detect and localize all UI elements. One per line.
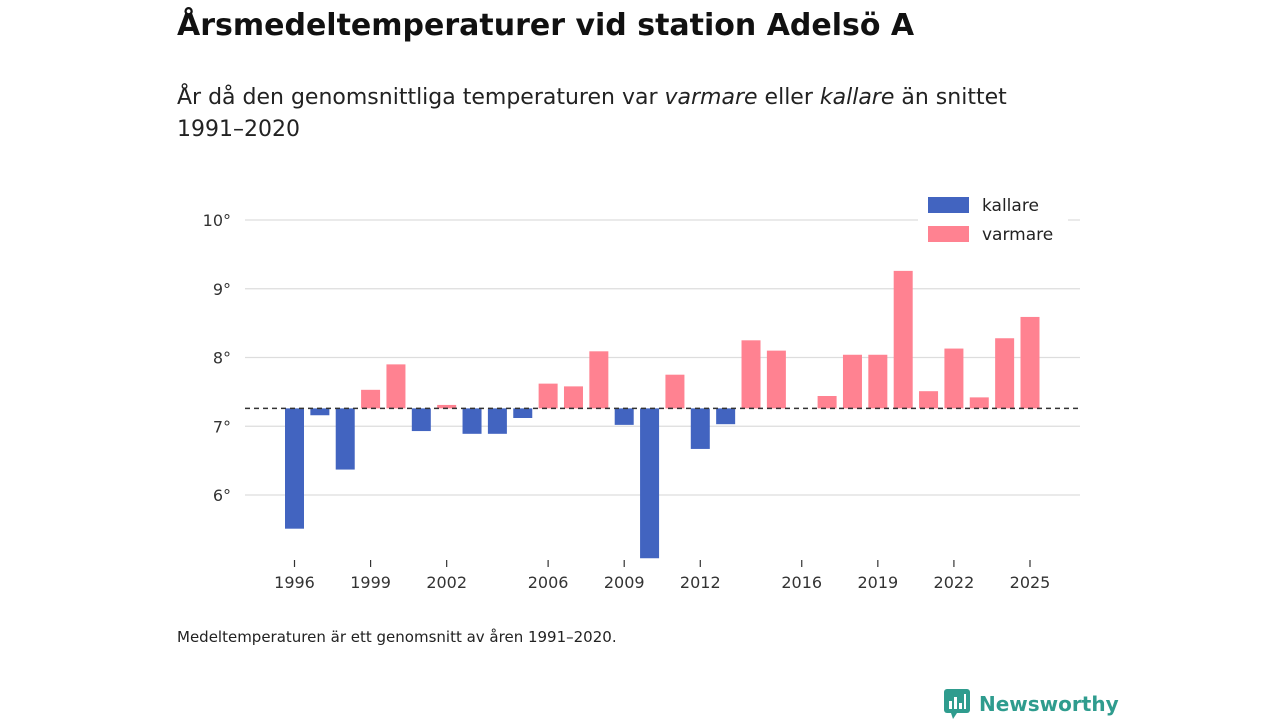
- subtitle-part-3: än snittet 1991–2020: [177, 85, 1007, 142]
- subtitle-emphasis-warmer: varmare: [664, 85, 758, 110]
- subtitle-part-2: eller: [757, 85, 820, 110]
- legend-label-varmare: varmare: [982, 225, 1053, 245]
- bar-2003: [462, 408, 482, 434]
- x-tick-label-2019: 2019: [857, 573, 898, 592]
- chart-title: Årsmedeltemperaturer vid station Adelsö …: [177, 8, 915, 43]
- bar-2014: [741, 340, 761, 409]
- x-tick-label-2002: 2002: [426, 573, 467, 592]
- y-tick-label-8: 8°: [213, 349, 231, 368]
- bar-2002: [437, 404, 457, 409]
- bar-2007: [563, 386, 583, 409]
- y-tick-label-10: 10°: [203, 211, 231, 230]
- bar-1998: [335, 408, 355, 470]
- bar-1996: [285, 408, 304, 529]
- bar-2020: [893, 270, 913, 409]
- legend-label-kallare: kallare: [982, 196, 1039, 216]
- newsworthy-logo-icon: [944, 689, 970, 719]
- x-tick-label-1996: 1996: [274, 573, 315, 592]
- newsworthy-logo: Newsworthy: [943, 688, 1119, 720]
- bar-2023: [969, 397, 989, 409]
- bar-2024: [995, 338, 1015, 409]
- bar-2006: [538, 383, 558, 409]
- x-tick-label-2006: 2006: [528, 573, 569, 592]
- bar-2005: [513, 408, 533, 418]
- x-tick-label-2012: 2012: [680, 573, 721, 592]
- x-tick-label-2025: 2025: [1010, 573, 1051, 592]
- bar-1997: [310, 408, 330, 416]
- subtitle-emphasis-colder: kallare: [819, 85, 895, 110]
- bar-2004: [487, 408, 507, 434]
- bar-2001: [411, 408, 431, 432]
- bar-2025: [1020, 316, 1040, 409]
- footnote: Medeltemperaturen är ett genomsnitt av å…: [177, 628, 617, 646]
- bar-2011: [665, 374, 685, 409]
- bar-2008: [589, 351, 609, 409]
- bar-2012: [690, 408, 710, 449]
- bar-2009: [614, 408, 634, 425]
- y-tick-label-7: 7°: [213, 417, 231, 436]
- bar-2010: [640, 408, 660, 559]
- chart-subtitle: År då den genomsnittliga temperaturen va…: [177, 82, 1077, 146]
- bar-2021: [919, 391, 939, 409]
- y-tick-label-6: 6°: [213, 486, 231, 505]
- x-tick-label-2016: 2016: [781, 573, 822, 592]
- legend-swatch-kallare: [928, 197, 969, 213]
- bar-2013: [716, 408, 736, 425]
- x-tick-label-2022: 2022: [934, 573, 975, 592]
- subtitle-part-1: År då den genomsnittliga temperaturen va…: [177, 85, 665, 110]
- bar-2022: [944, 348, 964, 409]
- bar-1999: [361, 389, 381, 409]
- bar-2015: [766, 350, 786, 409]
- bar-2018: [842, 354, 862, 409]
- y-tick-label-9: 9°: [213, 280, 231, 299]
- x-tick-label-1999: 1999: [350, 573, 391, 592]
- x-tick-label-2009: 2009: [604, 573, 645, 592]
- legend-swatch-varmare: [928, 226, 969, 242]
- bar-2017: [817, 396, 837, 409]
- newsworthy-logo-text: Newsworthy: [979, 692, 1119, 716]
- bar-2000: [386, 364, 406, 409]
- bar-2019: [868, 354, 888, 409]
